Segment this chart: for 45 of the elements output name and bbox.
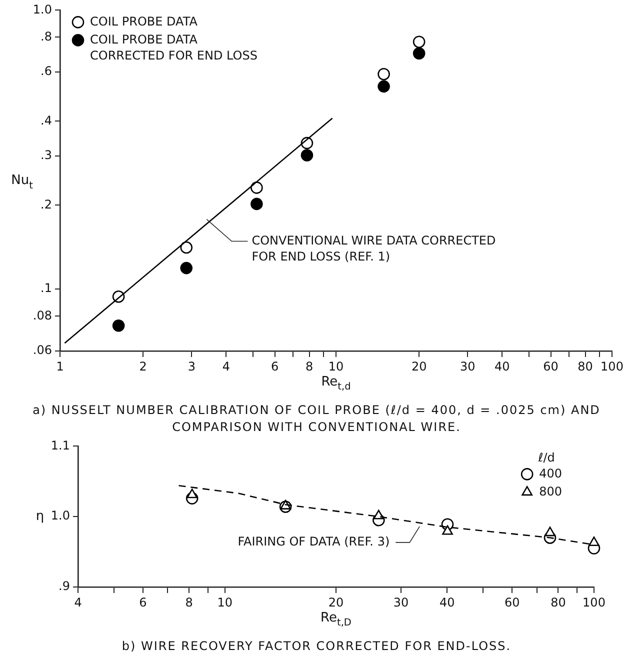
x-tick-label: 3 <box>188 359 196 374</box>
y-tick-label: .06 <box>32 343 52 358</box>
x-tick-label: 8 <box>305 359 314 374</box>
x-tick-label: 20 <box>328 595 344 610</box>
x-tick-label: 30 <box>393 595 409 610</box>
y-tick-label: .1 <box>40 281 52 296</box>
y-axis-title: η <box>36 508 44 524</box>
y-tick-label: .2 <box>40 197 52 212</box>
x-tick-label: 100 <box>600 359 624 374</box>
y-tick-label: .9 <box>58 579 70 594</box>
x-tick-label: 40 <box>439 595 455 610</box>
y-tick-label: .8 <box>40 29 52 44</box>
x-tick-label: 6 <box>139 595 147 610</box>
y-tick-label: .08 <box>32 308 52 322</box>
x-tick-label: 1 <box>56 359 64 374</box>
x-tick-label: 40 <box>494 359 510 374</box>
x-tick-label: 100 <box>582 595 606 610</box>
y-tick-label: 1.0 <box>32 2 52 16</box>
annotation: FAIRING OF DATA (REF. 3) <box>238 534 390 549</box>
y-tick-label: 1.1 <box>50 438 70 452</box>
legend-label: 800 <box>539 484 562 498</box>
x-tick-label: 10 <box>328 359 344 374</box>
x-tick-label: 60 <box>543 359 558 374</box>
x-tick-label: 8 <box>185 595 193 610</box>
legend-label: 400 <box>539 466 562 480</box>
y-tick-label: .3 <box>40 148 52 162</box>
x-tick-label: 4 <box>222 359 230 374</box>
text: a) NUSSELT NUMBER CALIBRATION OF COIL PROBE (ℓ/d = 400, d = .0025 cm) AND COMPARISON WITH CONVENTIONAL WIRE. <box>32 402 602 436</box>
x-tick-label: 2 <box>139 359 147 374</box>
x-tick-label: 80 <box>578 359 593 374</box>
x-tick-label: 4 <box>74 595 82 610</box>
x-tick-label: 6 <box>270 359 279 374</box>
y-tick-label: .4 <box>40 113 52 128</box>
x-tick-label: 10 <box>217 595 233 610</box>
x-tick-label: 30 <box>460 359 476 374</box>
y-tick-label: 1.0 <box>50 508 70 523</box>
text: b) WIRE RECOVERY FACTOR CORRECTED FOR END-LOSS. <box>120 638 512 655</box>
annotation: CONVENTIONAL WIRE DATA CORRECTED FOR END LOSS (REF. 1) <box>252 233 496 264</box>
x-tick-label: 80 <box>550 595 566 610</box>
legend-title: ℓ/d <box>537 450 555 464</box>
legend-label: COIL PROBE DATA <box>90 14 198 28</box>
y-tick-label: .6 <box>40 64 52 78</box>
x-tick-label: 20 <box>411 359 427 374</box>
legend-label: COIL PROBE DATA CORRECTED FOR END LOSS <box>90 32 258 62</box>
x-tick-label: 60 <box>504 595 520 610</box>
